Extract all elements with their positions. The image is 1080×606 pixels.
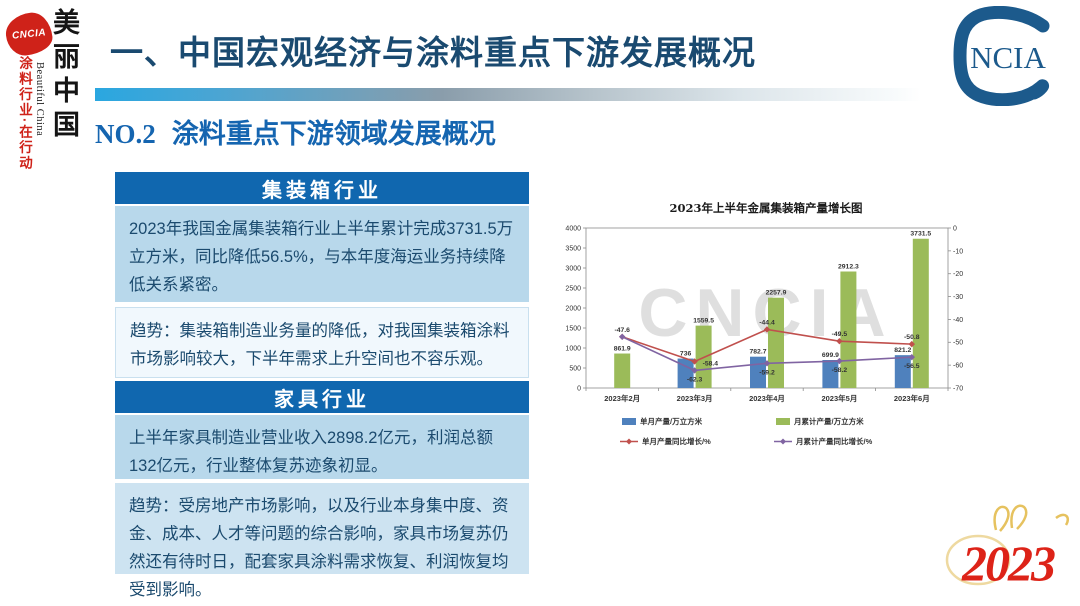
logo-ncia-text: NCIA [970, 40, 1046, 75]
plot-border [585, 227, 949, 389]
axes: 0 500 1000 1500 2000 2500 3000 3500 4000 0 -10 -20 -… [565, 225, 963, 403]
right-axis-tick-label: -70 [953, 385, 963, 392]
section-number: NO.2 [95, 119, 156, 149]
slogan-beautiful-china-en: Beautiful China [34, 62, 45, 137]
data-label: -58.4 [703, 360, 719, 367]
panel-header-furniture-industry: 家具行业 [115, 381, 529, 413]
gold-rabbit-body-outline [945, 534, 1011, 586]
bar-monthly-output [894, 355, 911, 388]
x-axis-category-label: 2023年2月 [604, 393, 640, 403]
slogan-beautiful-china-cn: 美丽中国 [49, 8, 79, 144]
year-2023-decoration: 2023 [938, 498, 1078, 600]
right-axis-tick-label: 0 [953, 225, 957, 232]
right-axis-tick-label: -60 [953, 363, 963, 370]
data-label: -44.4 [759, 319, 775, 326]
data-label: -56.5 [904, 363, 920, 370]
legend-label: 月累计产量/万立方米 [793, 416, 864, 426]
year-2023-artwork: 2023 [945, 504, 1070, 591]
data-label: 2912.3 [838, 264, 859, 271]
bar-cumulative-output [768, 297, 784, 388]
slogan-industry-in-action: 涂料行业·在行动 [17, 56, 32, 171]
section-heading: NO.2 涂料重点下游领域发展概况 [95, 112, 496, 151]
cncia-blue-logo-mark: NCIA [953, 5, 1050, 107]
data-label: -47.6 [614, 327, 630, 334]
data-label: -49.5 [832, 331, 848, 338]
gold-rabbit-ear-left [993, 505, 1010, 532]
logo-c-ring [953, 5, 1050, 107]
left-axis-tick-label: 0 [577, 385, 581, 392]
left-axis-tick-label: 2000 [565, 305, 581, 312]
bar-cumulative-output [912, 238, 929, 388]
legend-label: 单月产量同比增长/% [642, 436, 711, 446]
title-underline-bar [95, 88, 921, 101]
panel-body-furniture-industry: 上半年家具制造业营业收入2898.2亿元，利润总额132亿元，行业整体复苏迹象初… [115, 415, 529, 479]
data-label: 736 [680, 351, 692, 358]
container-production-growth-chart: 2023年上半年金属集装箱产量增长图 CNCIA 0 500 1000 1500 2000 2… [556, 196, 976, 476]
panel-trend-container-industry: 趋势：集装箱制造业务量的降低，对我国集装箱涂料市场影响较大，下半年需求上升空间也… [115, 307, 529, 378]
x-axis-category-label: 2023年5月 [821, 393, 857, 403]
left-axis-tick-label: 1500 [565, 325, 581, 332]
left-axis-tick-label: 3500 [565, 245, 581, 252]
legend-marker [780, 438, 786, 445]
bar-cumulative-output [840, 271, 857, 388]
left-axis-tick-label: 4000 [565, 225, 581, 232]
bar-monthly-output [822, 360, 839, 388]
left-axis-tick-label: 2500 [565, 285, 581, 292]
right-axis-tick-label: -40 [953, 317, 963, 324]
legend-swatch [622, 418, 636, 425]
line-marker [836, 357, 843, 365]
legend-label: 单月产量/万立方米 [640, 416, 703, 426]
data-label: -58.2 [832, 367, 848, 374]
left-axis-tick-label: 500 [569, 365, 581, 372]
bar-cumulative-output [614, 353, 631, 388]
data-label: 2257.9 [766, 290, 787, 297]
legend-marker [626, 438, 632, 445]
right-axis-tick-label: -50 [953, 340, 963, 347]
data-label: 699.9 [822, 352, 839, 359]
data-label: 821.2 [894, 347, 911, 354]
panel-trend-furniture-industry: 趋势：受房地产市场影响，以及行业本身集中度、资金、成本、人才等问题的综合影响，家… [115, 483, 529, 599]
gold-rabbit-ear-right [1010, 504, 1028, 530]
legend-label: 月累计产量同比增长/% [795, 436, 873, 446]
legend-swatch [776, 418, 790, 425]
data-label: -50.8 [904, 334, 920, 341]
line-marker [763, 360, 771, 367]
panel-body-container-industry: 2023年我国金属集装箱行业上半年累计完成3731.5万立方米，同比降低56.5… [115, 206, 529, 302]
cncia-red-logo: CNCIA [3, 10, 55, 58]
x-axis-category-label: 2023年6月 [894, 393, 930, 403]
bar-series: 861.9 736 1559.5 782.7 2257.9 699.9 2912.3 821.… [614, 231, 931, 388]
cncia-red-logo-text: CNCIA [11, 26, 47, 42]
left-axis-tick-label: 1000 [565, 345, 581, 352]
bar-monthly-output [677, 358, 694, 388]
industry-panels: 集装箱行业 2023年我国金属集装箱行业上半年累计完成3731.5万立方米，同比… [115, 172, 529, 599]
gold-tail-curl [1055, 513, 1070, 526]
right-axis-tick-label: -30 [953, 294, 963, 301]
page-title: 一、中国宏观经济与涂料重点下游发展概况 [110, 34, 756, 71]
data-label: 1559.5 [693, 318, 714, 325]
data-label: -62.3 [687, 376, 703, 383]
data-label: 3731.5 [910, 231, 931, 238]
data-label: 782.7 [749, 349, 766, 356]
x-axis-category-label: 2023年4月 [749, 393, 785, 403]
line-marker [763, 326, 771, 333]
year-2023-text: 2023 [961, 535, 1055, 591]
left-axis-tick-label: 3000 [565, 265, 581, 272]
section-title: 涂料重点下游领域发展概况 [171, 119, 496, 149]
production-growth-chart: 2023年上半年金属集装箱产量增长图CNCIA05001000150020002… [565, 201, 963, 446]
data-label: -59.2 [759, 369, 775, 376]
right-axis-tick-label: -10 [953, 248, 963, 255]
cncia-blue-logo: NCIA [952, 5, 1068, 107]
data-label: 861.9 [614, 346, 631, 353]
chart-title: 2023年上半年金属集装箱产量增长图 [669, 201, 862, 215]
panel-header-container-industry: 集装箱行业 [115, 172, 529, 204]
right-axis-tick-label: -20 [953, 271, 963, 278]
left-brand-sidebar: CNCIA 美丽中国 Beautiful China 涂料行业·在行动 [0, 0, 92, 606]
x-axis-category-label: 2023年3月 [677, 393, 713, 403]
